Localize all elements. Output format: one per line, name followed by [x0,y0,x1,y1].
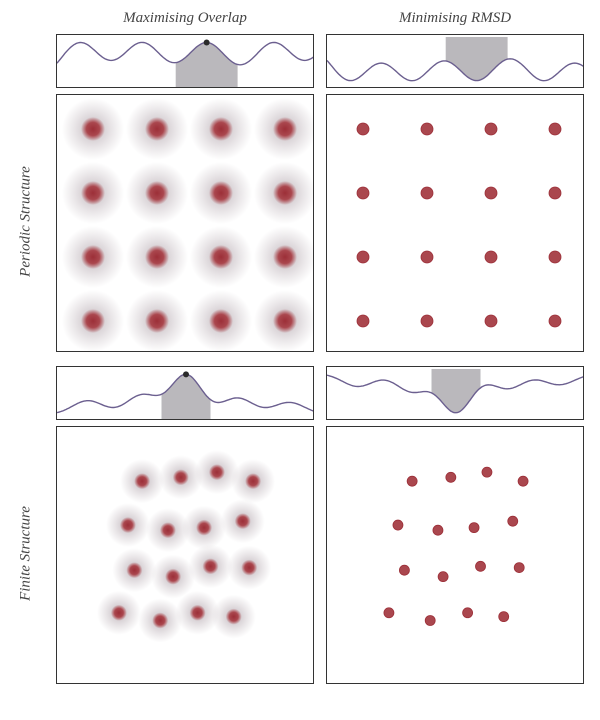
row-title-periodic: Periodic Structure [18,122,35,322]
panel-periodic-left [56,94,314,352]
figure-root: Maximising Overlap Minimising RMSD Periodi… [0,0,600,720]
panel-periodic-right [326,94,584,352]
curve-finite-right [326,366,584,420]
col-title-left: Maximising Overlap [56,10,314,27]
row-title-finite: Finite Structure [18,454,35,654]
panel-finite-left [56,426,314,684]
curve-periodic-left [56,34,314,88]
curve-finite-left [56,366,314,420]
curve-periodic-right [326,34,584,88]
panel-finite-right [326,426,584,684]
col-title-right: Minimising RMSD [326,10,584,27]
